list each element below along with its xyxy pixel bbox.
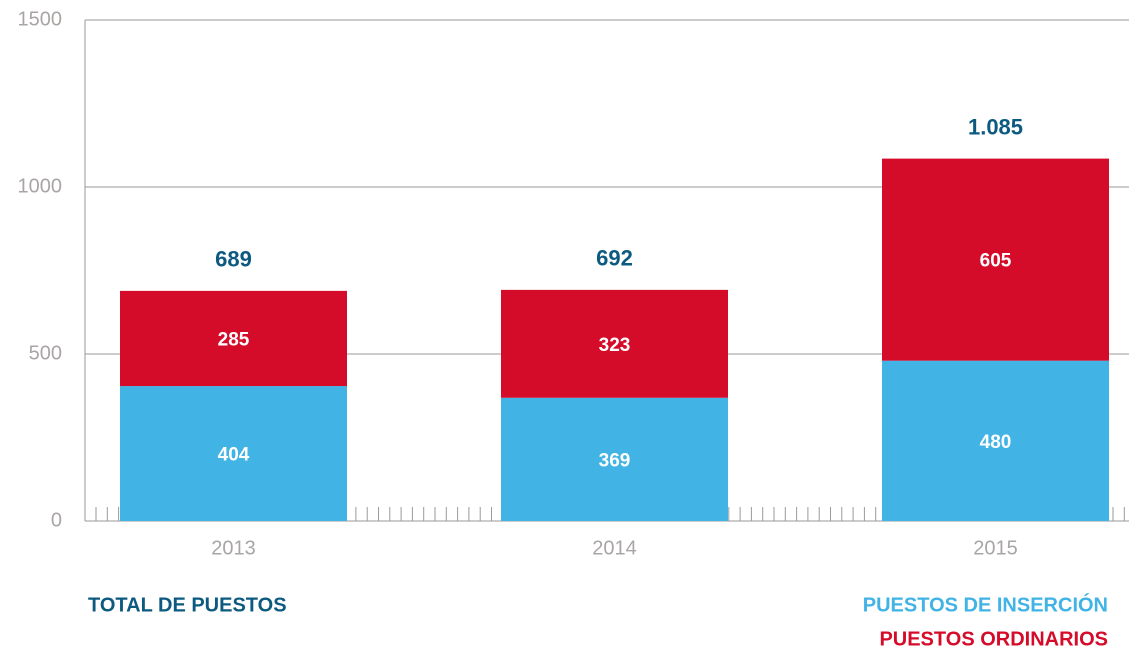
bar-segment bbox=[882, 158, 1109, 361]
value-label: 285 bbox=[218, 329, 250, 350]
value-label: 404 bbox=[218, 445, 250, 466]
value-label: 323 bbox=[599, 335, 631, 356]
legend-total: TOTAL DE PUESTOS bbox=[88, 594, 287, 616]
bar-segment bbox=[501, 289, 728, 398]
bar-segment bbox=[120, 386, 347, 521]
total-label: 1.085 bbox=[968, 114, 1023, 139]
value-label: 480 bbox=[980, 432, 1012, 453]
x-tick-label: 2013 bbox=[211, 537, 256, 559]
total-label: 692 bbox=[596, 246, 633, 271]
y-tick-label: 1000 bbox=[18, 175, 63, 197]
y-tick-label: 1500 bbox=[18, 8, 63, 30]
legend-ordinarios: PUESTOS ORDINARIOS bbox=[879, 628, 1108, 649]
y-tick-label: 0 bbox=[51, 509, 62, 531]
x-tick-label: 2015 bbox=[973, 537, 1018, 559]
legend-insercion: PUESTOS DE INSERCIÓN bbox=[863, 592, 1108, 616]
y-tick-label: 500 bbox=[29, 342, 62, 364]
bar-segment bbox=[882, 360, 1109, 521]
bar-segment bbox=[501, 397, 728, 521]
x-tick-label: 2014 bbox=[592, 537, 637, 559]
value-label: 605 bbox=[980, 251, 1012, 272]
value-label: 369 bbox=[599, 450, 631, 471]
bar-segment bbox=[120, 290, 347, 387]
total-label: 689 bbox=[215, 247, 252, 272]
